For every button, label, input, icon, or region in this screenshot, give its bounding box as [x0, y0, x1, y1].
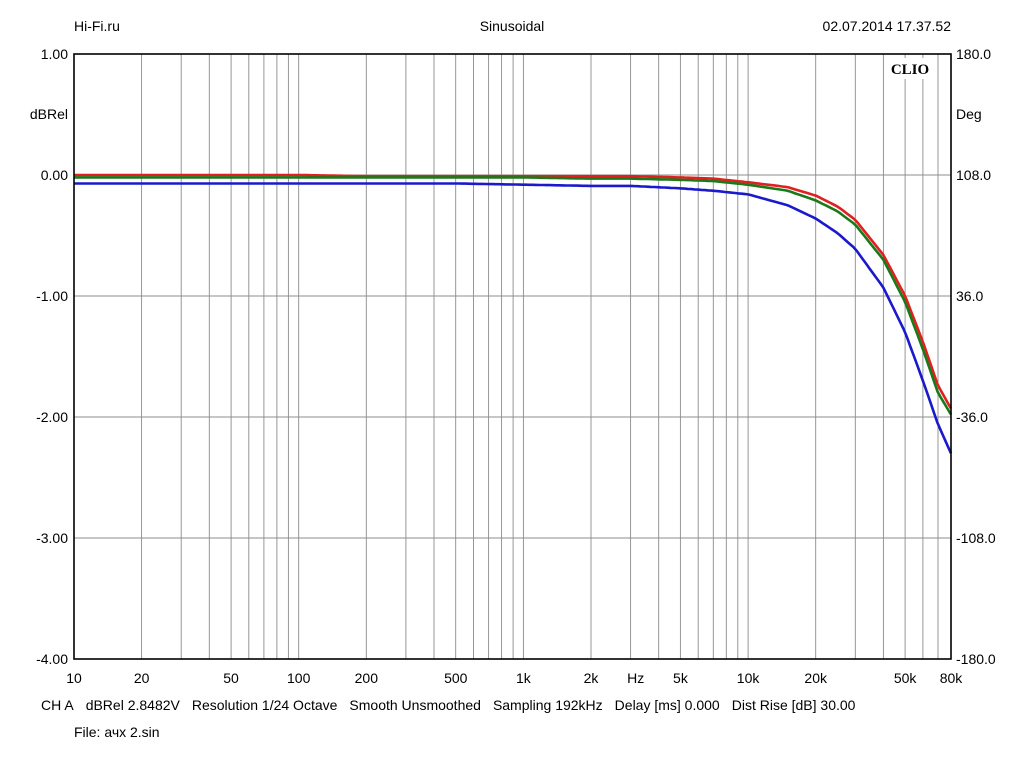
x-tick-label: 10k	[737, 670, 761, 686]
y2-tick-label: 108.0	[956, 167, 991, 183]
x-tick-label: 20k	[804, 670, 828, 686]
measurement-settings: CH A dBRel 2.8482V Resolution 1/24 Octave S…	[41, 697, 855, 713]
x-tick-label: 80k	[940, 670, 964, 686]
y-tick-label: -4.00	[36, 651, 68, 667]
series-line-1	[74, 173, 953, 410]
x-tick-label: 20	[134, 670, 150, 686]
channel-label: CH A	[41, 697, 74, 713]
sampling-setting: Sampling 192kHz	[492, 697, 603, 713]
x-tick-label: 200	[355, 670, 379, 686]
y2-tick-label: 36.0	[956, 288, 983, 304]
x-tick-label: 1k	[516, 670, 532, 686]
y2-tick-label: -108.0	[956, 530, 996, 546]
series-line-3	[74, 182, 953, 454]
y-tick-label: -1.00	[36, 288, 68, 304]
series-line-2	[74, 176, 953, 416]
reference-level: dBRel 2.8482V	[85, 697, 180, 713]
clio-badge-background	[884, 58, 936, 79]
x-tick-label: 2k	[584, 670, 600, 686]
dist-rise-setting: Dist Rise [dB] 30.00	[731, 697, 856, 713]
y-tick-label: 1.00	[41, 46, 68, 62]
file-name: File: ачх 2.sin	[74, 724, 160, 740]
clio-logo: CLIO	[891, 62, 929, 78]
x-tick-label: 500	[444, 670, 468, 686]
smoothing-setting: Smooth Unsmoothed	[349, 697, 481, 713]
y2-tick-label: 180.0	[956, 46, 991, 62]
x-tick-label: 100	[287, 670, 311, 686]
y-axis-label: dBRel	[30, 106, 68, 122]
x-tick-label: 10	[66, 670, 82, 686]
header-datetime: 02.07.2014 17.37.52	[822, 18, 951, 34]
plot-frame	[73, 53, 952, 660]
y-tick-label: -2.00	[36, 409, 68, 425]
header-title: Sinusoidal	[479, 18, 545, 34]
x-axis-label: Hz	[627, 670, 644, 686]
frequency-response-chart: 1.00 0.00 -1.00 -2.00 -3.00 -4.00 180.0 108.0 36…	[30, 46, 996, 686]
y-tick-label: 0.00	[41, 167, 68, 183]
y-tick-label: -3.00	[36, 530, 68, 546]
delay-setting: Delay [ms] 0.000	[614, 697, 720, 713]
x-tick-label: 50	[223, 670, 239, 686]
y2-tick-label: -36.0	[956, 409, 988, 425]
x-tick-label: 5k	[673, 670, 689, 686]
resolution-setting: Resolution 1/24 Octave	[191, 697, 338, 713]
header-left-text: Hi-Fi.ru	[74, 18, 120, 34]
y2-tick-label: -180.0	[956, 651, 996, 667]
x-tick-label: 50k	[894, 670, 918, 686]
y2-axis-label: Deg	[956, 106, 982, 122]
